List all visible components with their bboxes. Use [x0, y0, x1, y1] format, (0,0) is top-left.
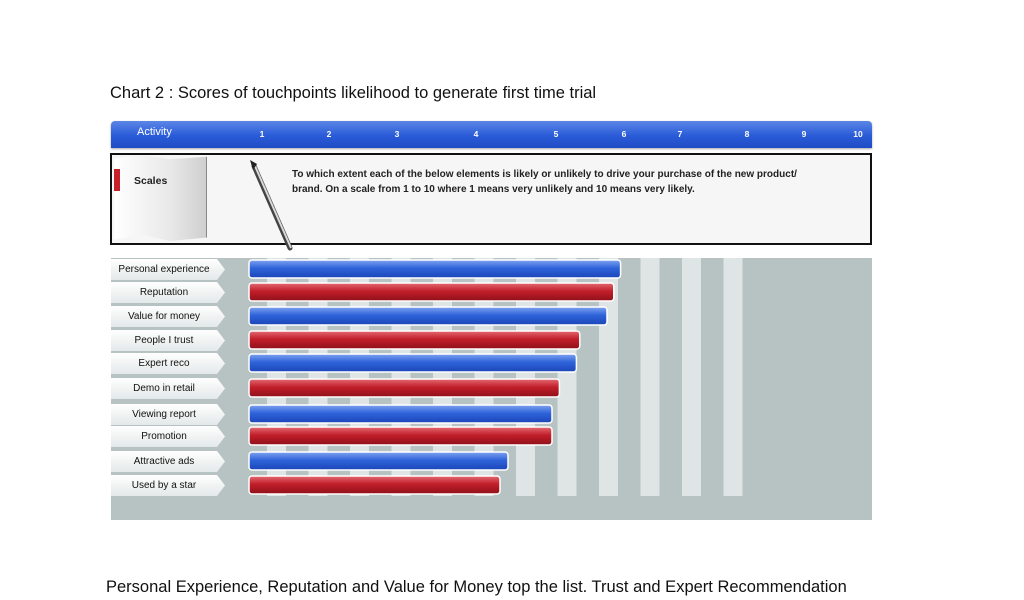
- grid-stripe: [640, 258, 660, 496]
- tick-label: 4: [473, 129, 479, 139]
- question-text: To which extent each of the below elemen…: [292, 167, 867, 197]
- grid-stripe: [723, 258, 743, 496]
- row-label: Used by a star: [111, 475, 225, 496]
- bar-demo-in-retail: [248, 378, 561, 398]
- row-label: Demo in retail: [111, 378, 225, 399]
- bar-value-for-money: [248, 306, 608, 326]
- bar-attractive-ads: [248, 451, 509, 471]
- row-label: People I trust: [111, 330, 225, 351]
- bar-used-by-a-star: [248, 475, 501, 495]
- bar-people-i-trust: [248, 330, 581, 350]
- tick-label: 10: [853, 129, 863, 139]
- row-label: Personal experience: [111, 259, 225, 280]
- grid-stripe: [682, 258, 701, 496]
- row-label: Value for money: [111, 306, 225, 327]
- bar-viewing-report: [248, 404, 553, 424]
- row-label: Reputation: [111, 282, 225, 303]
- scales-label: Scales: [134, 175, 168, 187]
- bar-expert-reco: [248, 353, 578, 373]
- bar-chart: [248, 258, 743, 496]
- tick-label: 5: [553, 129, 559, 139]
- row-label: Promotion: [111, 426, 225, 447]
- row-label: Attractive ads: [111, 451, 225, 472]
- row-label: Expert reco: [111, 353, 225, 374]
- plot-area: [111, 258, 872, 520]
- scale-header-bar: Activity 1 2 3 4 5 6 7 8 9 10: [111, 121, 872, 148]
- question-line-1: To which extent each of the below elemen…: [292, 169, 797, 180]
- bar-reputation: [248, 282, 615, 302]
- scales-box: Scales To which extent each of the below…: [110, 153, 872, 245]
- scales-flag-tab: [114, 169, 120, 191]
- caption-text: Personal Experience, Reputation and Valu…: [106, 578, 847, 596]
- tick-label: 6: [621, 129, 627, 139]
- header-label: Activity: [137, 126, 172, 138]
- tick-label: 8: [744, 129, 750, 139]
- bar-personal-experience: [248, 259, 622, 279]
- tick-label: 3: [394, 129, 400, 139]
- chart-title: Chart 2 : Scores of touchpoints likeliho…: [110, 84, 597, 102]
- pencil-icon: [250, 160, 293, 251]
- question-line-2: brand. On a scale from 1 to 10 where 1 m…: [292, 184, 695, 195]
- tick-label: 1: [259, 129, 265, 139]
- tick-label: 7: [677, 129, 683, 139]
- row-label: Viewing report: [111, 404, 225, 425]
- scales-flag: Scales: [114, 155, 207, 241]
- tick-label: 9: [801, 129, 807, 139]
- bar-promotion: [248, 426, 553, 446]
- tick-label: 2: [326, 129, 332, 139]
